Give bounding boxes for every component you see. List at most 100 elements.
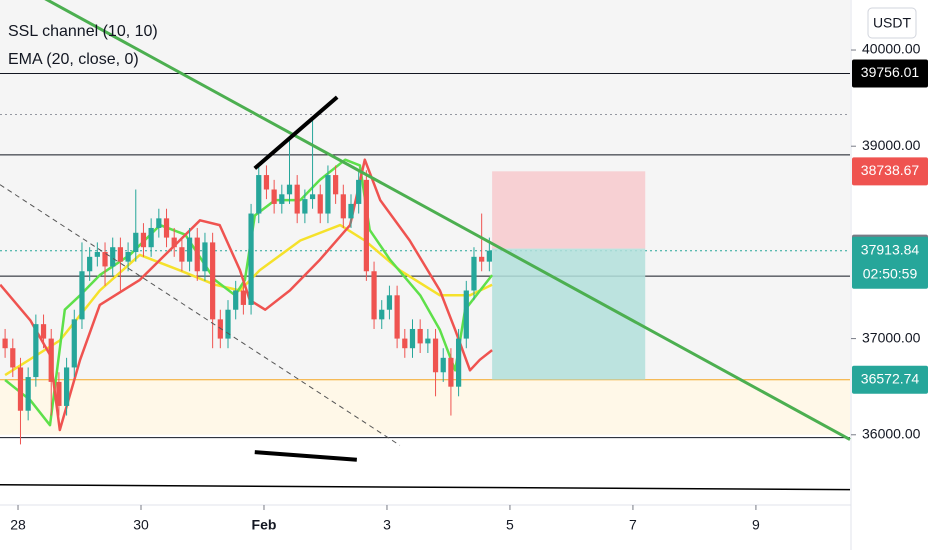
candle-body xyxy=(233,290,239,310)
candle-body xyxy=(479,256,485,262)
x-tick-label: 30 xyxy=(133,517,149,533)
candle-body xyxy=(379,309,385,320)
candle-body xyxy=(63,367,70,406)
x-tick-label: 28 xyxy=(10,517,26,533)
price-label: 38738.67 xyxy=(861,162,920,178)
candle-body xyxy=(448,357,454,387)
candle-body xyxy=(248,213,254,305)
candle-body xyxy=(217,319,223,339)
candle-body xyxy=(463,290,469,339)
price-label-box xyxy=(852,236,928,289)
x-tick-label: 5 xyxy=(506,517,514,533)
candle-body xyxy=(294,184,300,214)
candle-body xyxy=(56,381,62,406)
candle-body xyxy=(348,203,354,219)
y-tick-label: 40000.00 xyxy=(862,41,921,57)
candle-body xyxy=(10,348,16,368)
candle-body xyxy=(317,194,323,214)
candle-body xyxy=(356,179,362,204)
candle-body xyxy=(279,194,285,204)
candle-body xyxy=(440,357,446,373)
candle-body xyxy=(417,328,423,344)
plot-background xyxy=(0,0,850,380)
candle-body xyxy=(325,175,331,214)
candle-body xyxy=(2,338,8,349)
x-tick-label: 9 xyxy=(752,517,760,533)
candle-body xyxy=(240,290,246,305)
candle-body xyxy=(210,242,216,320)
countdown: 02:50:59 xyxy=(863,265,918,281)
candle-body xyxy=(87,256,93,272)
position-loss xyxy=(492,171,646,249)
candle-body xyxy=(486,250,492,262)
candle-body xyxy=(148,227,154,248)
candle-body xyxy=(302,199,308,214)
legend-item: EMA (20, close, 0) xyxy=(8,51,139,68)
price-label-box xyxy=(852,365,928,394)
candle-body xyxy=(363,179,369,272)
candle-body xyxy=(179,247,185,262)
candle-body xyxy=(202,242,208,272)
y-tick-label: 37000.00 xyxy=(862,329,921,345)
candle-body xyxy=(409,328,416,349)
candle-body xyxy=(471,256,477,291)
legend-item: SSL channel (10, 10) xyxy=(8,23,158,40)
indicator-line xyxy=(4,223,493,377)
plot-area xyxy=(0,0,851,491)
candle-body xyxy=(125,252,131,262)
candle-body xyxy=(340,194,346,219)
price-label: 36572.74 xyxy=(861,370,920,386)
candle-body xyxy=(386,295,393,310)
x-tick-label: Feb xyxy=(252,517,277,533)
candle-body xyxy=(225,309,231,339)
candle-body xyxy=(425,338,431,344)
x-tick-label: 3 xyxy=(383,517,391,533)
candle-body xyxy=(17,367,24,411)
candle-body xyxy=(117,247,124,262)
candle-body xyxy=(140,232,147,248)
y-tick-label: 39000.00 xyxy=(862,137,921,153)
candle-body xyxy=(102,252,108,267)
candle-body xyxy=(263,175,270,190)
candle-body xyxy=(402,338,408,349)
candle-body xyxy=(48,338,54,382)
candle-body xyxy=(309,194,316,200)
price-label: 37913.84 xyxy=(861,241,920,257)
price-label: 39756.01 xyxy=(861,64,920,80)
drawing-line xyxy=(0,484,851,491)
x-tick-label: 7 xyxy=(629,517,637,533)
currency[interactable]: USDT xyxy=(873,15,912,31)
candle-body xyxy=(371,271,377,320)
candle-body xyxy=(71,319,77,368)
candle-body xyxy=(286,184,293,195)
price-label-box xyxy=(852,59,928,88)
candle-body xyxy=(333,175,339,195)
candle-body xyxy=(79,271,85,320)
candle-body xyxy=(256,175,262,214)
drawing-line xyxy=(253,95,339,170)
candle-body xyxy=(94,252,100,257)
drawing-line xyxy=(254,450,357,462)
currency-button[interactable] xyxy=(867,7,917,39)
candle-body xyxy=(194,237,200,272)
candle-body xyxy=(25,377,31,411)
candle-body xyxy=(163,218,170,238)
candle-body xyxy=(394,295,400,339)
candle-body xyxy=(432,338,439,373)
candle-body xyxy=(33,324,39,378)
candle-body xyxy=(40,324,47,339)
candle-body xyxy=(133,232,139,253)
candle-body xyxy=(110,247,116,267)
candle-body xyxy=(186,237,193,262)
y-tick-label: 36000.00 xyxy=(862,425,921,441)
candle-body xyxy=(156,218,162,228)
candle-body xyxy=(271,189,277,204)
drawing-line xyxy=(0,184,401,446)
candle-body xyxy=(171,237,177,248)
indicator-line xyxy=(0,158,493,432)
drawing-line xyxy=(44,0,851,441)
zone xyxy=(0,379,850,435)
price-label-box xyxy=(852,157,928,186)
candle-body xyxy=(455,338,462,387)
